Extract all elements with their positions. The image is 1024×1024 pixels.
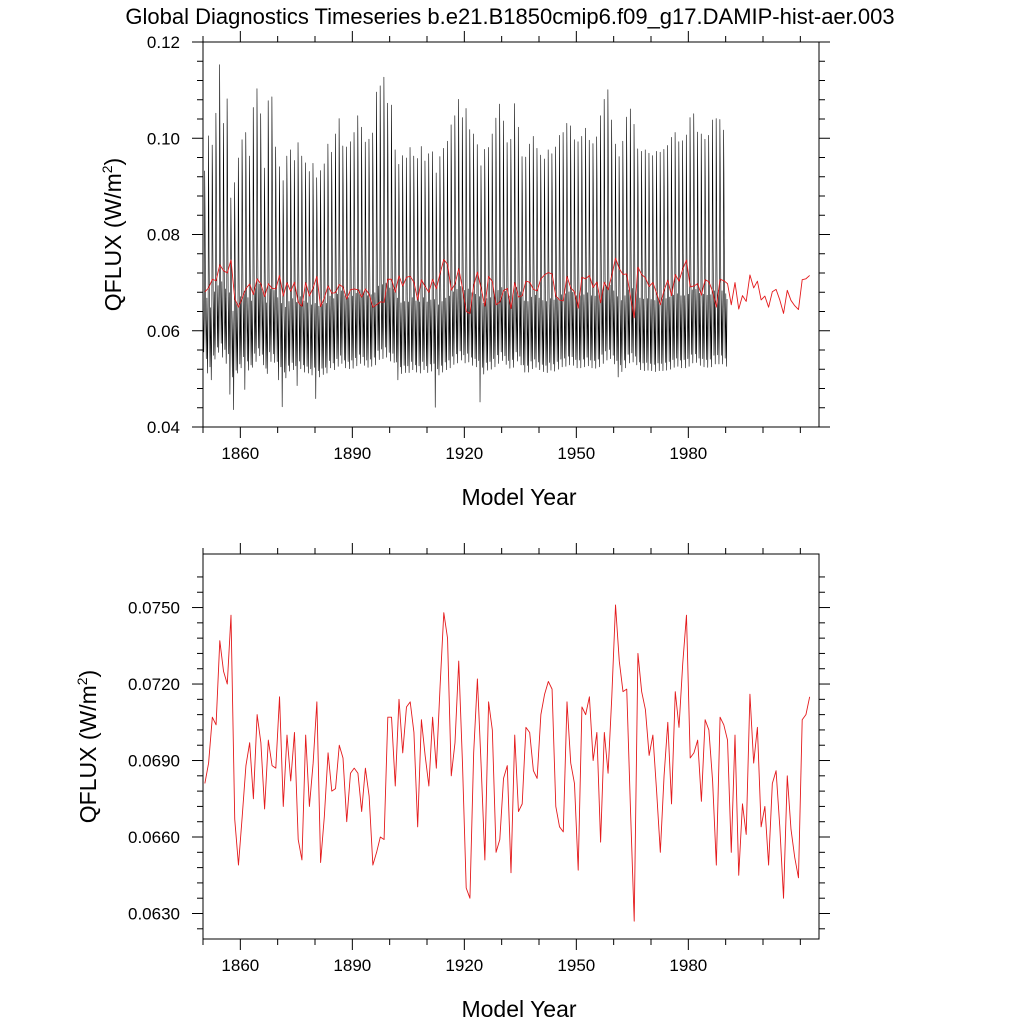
x-tick-label: 1950	[557, 444, 595, 463]
x-tick-label: 1920	[445, 956, 483, 975]
x-tick-label: 1890	[333, 444, 371, 463]
x-tick-label: 1980	[669, 444, 707, 463]
x-axis-label: Model Year	[461, 484, 576, 510]
series-line-annual	[204, 257, 810, 319]
top-panel-qflux-monthly-and-annual: 1860 1890 1920 1950 1980 0.04 0.06 0.08 0.10 0.12…	[99, 31, 830, 510]
x-tick-label: 1890	[333, 956, 371, 975]
x-tick-label: 1920	[445, 444, 483, 463]
x-tick-label: 1860	[221, 956, 259, 975]
bottom-panel-qflux-annual: 1860 1890 1920 1950 1980 0.0630 0.0660 0.0690 0.…	[74, 543, 830, 1022]
y-tick-label: 0.0750	[128, 599, 180, 618]
x-axis-label: Model Year	[461, 996, 576, 1022]
x-tick-label: 1860	[221, 444, 259, 463]
x-tick-label: 1980	[669, 956, 707, 975]
y-tick-label: 0.10	[147, 129, 180, 148]
y-tick-label: 0.12	[147, 33, 180, 52]
y-tick-label: 0.0660	[128, 828, 180, 847]
y-tick-label: 0.08	[147, 226, 180, 245]
y-tick-label: 0.06	[147, 322, 180, 341]
y-tick-label: 0.0690	[128, 752, 180, 771]
plot-frame	[202, 553, 820, 940]
series-line-annual	[204, 604, 811, 922]
figure-title: Global Diagnostics Timeseries b.e21.B185…	[125, 4, 894, 29]
plot-frame	[202, 41, 820, 428]
series-line-monthly	[202, 64, 728, 410]
y-axis-label: QFLUX (W/m2)	[99, 158, 126, 311]
y-axis-label: QFLUX (W/m2)	[74, 670, 101, 823]
x-tick-label: 1950	[557, 956, 595, 975]
y-tick-label: 0.0630	[128, 905, 180, 924]
y-tick-label: 0.0720	[128, 675, 180, 694]
y-tick-label: 0.04	[147, 418, 180, 437]
